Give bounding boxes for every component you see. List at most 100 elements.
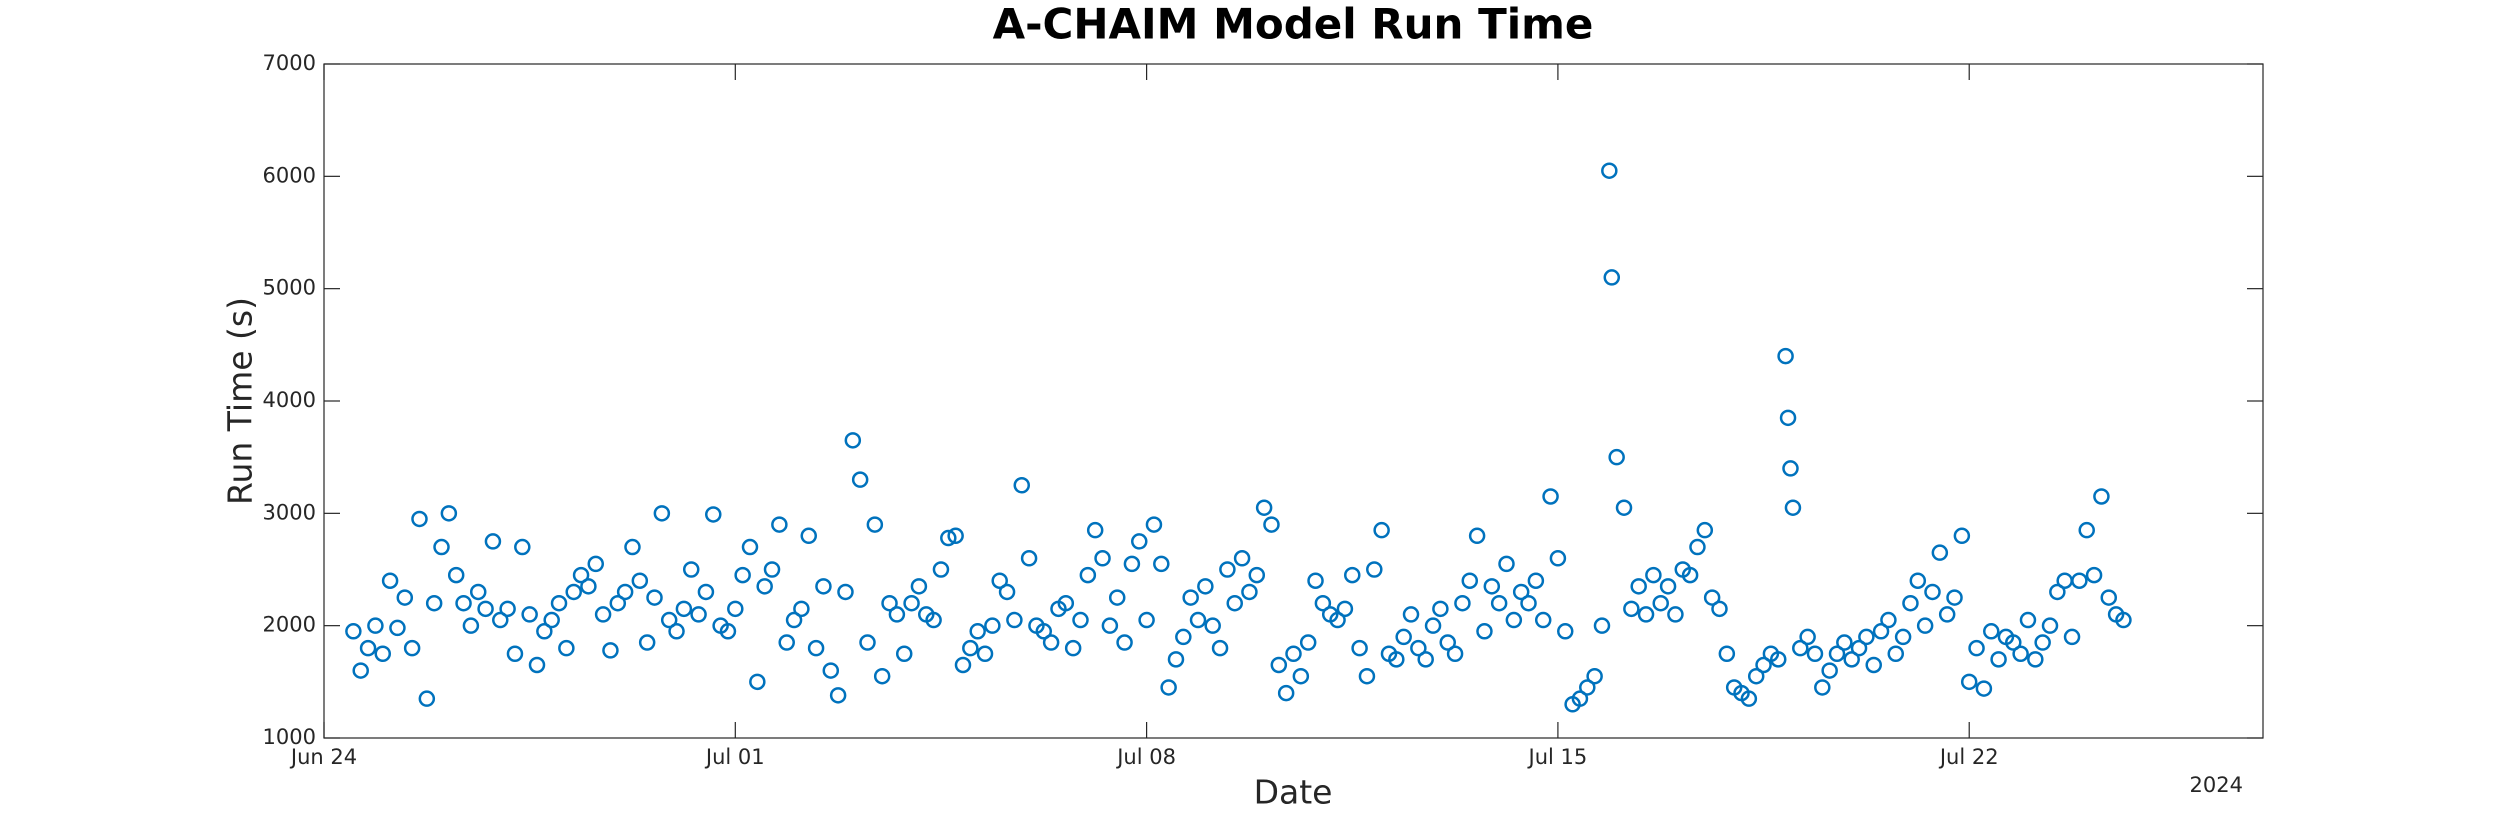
point (793, 600, 810, 618)
point (1924, 583, 1941, 601)
point (381, 572, 399, 589)
point (800, 527, 817, 545)
point (947, 527, 964, 545)
point (785, 611, 803, 629)
point (1946, 589, 1963, 606)
point (1865, 656, 1882, 674)
point (1351, 639, 1368, 657)
point (1042, 634, 1060, 651)
point (1615, 499, 1633, 516)
x-tick-label: Jul 01 (704, 745, 765, 769)
point (1880, 611, 1897, 629)
point (1770, 651, 1787, 668)
point (1779, 409, 1797, 427)
point (1703, 589, 1721, 606)
point (1248, 566, 1266, 584)
point (1782, 460, 1799, 477)
point (1446, 645, 1464, 662)
point (1542, 488, 1559, 505)
x-tick-label: Jul 15 (1527, 745, 1588, 769)
point (462, 617, 480, 634)
point (1131, 533, 1148, 550)
point (609, 594, 627, 612)
point (1145, 516, 1163, 533)
x-tick-label: Jun 24 (289, 745, 357, 769)
point (925, 611, 942, 629)
x-axis-label: Date (1254, 773, 1333, 812)
point (969, 623, 986, 640)
point (1439, 634, 1456, 651)
point (705, 506, 722, 523)
point (2027, 651, 2044, 668)
point (2049, 583, 2066, 601)
point (1718, 645, 1736, 662)
chart-title: A-CHAIM Model Run Time (993, 0, 1594, 49)
point (1630, 578, 1647, 595)
point (1432, 600, 1449, 618)
point (1799, 628, 1816, 646)
y-axis-label: Run Time (s) (221, 297, 260, 505)
point (396, 589, 414, 606)
point (1366, 561, 1383, 578)
point (1652, 594, 1669, 612)
point (940, 529, 957, 547)
point (822, 662, 840, 679)
point (763, 561, 781, 578)
point (506, 645, 524, 662)
point (660, 611, 678, 629)
point (1006, 611, 1023, 629)
point (932, 561, 950, 578)
point (1931, 544, 1949, 561)
point (1740, 690, 1758, 707)
point (895, 645, 913, 662)
point (668, 623, 685, 640)
y-tick-label: 1000 (263, 725, 316, 749)
point (1285, 645, 1302, 662)
point (469, 583, 487, 601)
point (1579, 679, 1596, 696)
point (352, 662, 369, 679)
point (741, 538, 759, 556)
point (1175, 628, 1192, 646)
point (440, 505, 458, 522)
point (602, 642, 619, 659)
point (455, 594, 472, 612)
point (2019, 611, 2037, 629)
point (998, 583, 1016, 601)
point (2071, 572, 2088, 589)
point (1079, 566, 1097, 584)
point (1784, 499, 1802, 516)
point (1858, 628, 1875, 646)
point (433, 538, 450, 556)
point (1270, 656, 1288, 674)
point (888, 606, 906, 623)
point (2012, 645, 2029, 662)
point (1108, 589, 1126, 606)
point (594, 606, 612, 623)
point (477, 600, 494, 618)
point (1512, 583, 1530, 601)
point (1020, 550, 1038, 567)
point (2115, 611, 2132, 629)
point (1850, 639, 1868, 657)
point (1645, 566, 1662, 584)
x-tick-label: Jul 22 (1938, 745, 1999, 769)
point (1887, 645, 1905, 662)
point (859, 634, 876, 651)
point (873, 667, 891, 685)
point (1975, 680, 1993, 697)
point (815, 578, 832, 595)
point (1263, 516, 1280, 533)
x-tick-label: Jul 08 (1115, 745, 1176, 769)
point (1902, 594, 1919, 612)
point (1593, 617, 1611, 634)
point (1990, 651, 2007, 668)
point (1211, 639, 1229, 657)
point (1603, 269, 1621, 286)
point (499, 600, 516, 618)
point (1777, 347, 1794, 365)
point (1549, 550, 1567, 567)
point (521, 606, 538, 623)
point (807, 639, 825, 657)
point (1388, 651, 1405, 668)
